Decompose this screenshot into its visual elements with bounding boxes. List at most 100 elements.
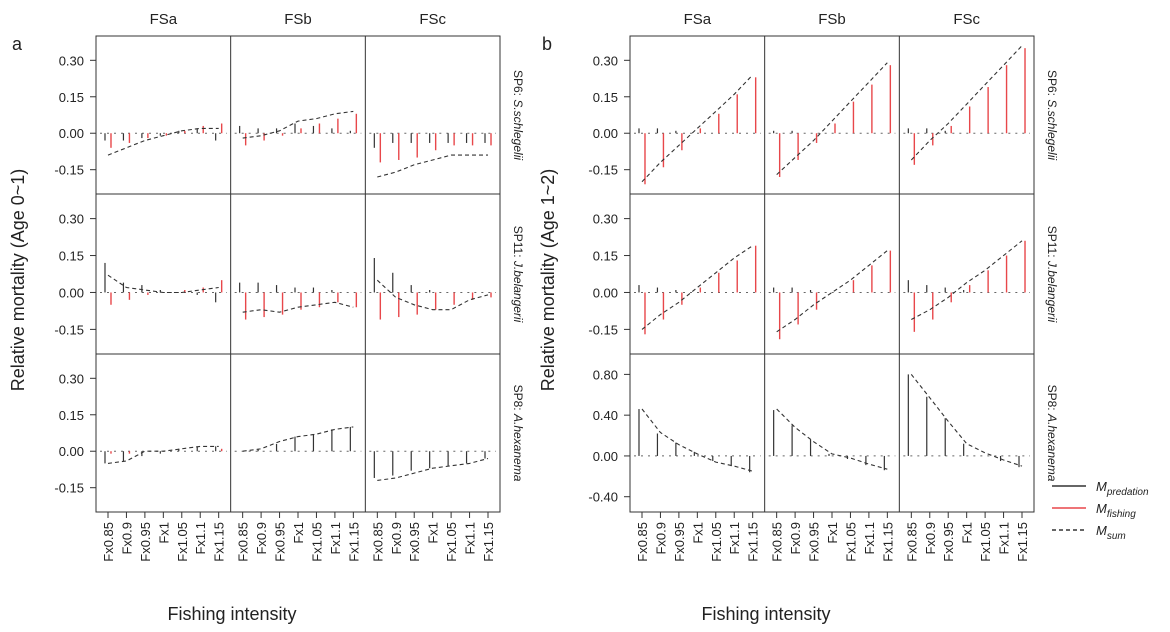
x-tick-label: Fx1: [291, 522, 306, 544]
x-tick-label: Fx0.9: [788, 522, 803, 555]
y-tick-label: 0.15: [59, 249, 84, 264]
x-tick-label: Fx0.85: [236, 522, 251, 562]
legend-symbol: M: [1096, 479, 1107, 494]
line-m-sum: [377, 154, 488, 178]
y-tick-label: -0.15: [54, 481, 84, 496]
x-tick-label: Fx1.05: [175, 522, 190, 562]
y-tick-label: 0.15: [59, 408, 84, 423]
y-tick-label: 0.15: [59, 90, 84, 105]
x-tick-label: Fx1.05: [709, 522, 724, 562]
y-tick-label: 0.00: [593, 126, 618, 141]
row-label-species: J.belangerii: [1045, 260, 1059, 323]
column-header-fsc: FSc: [953, 11, 980, 28]
line-m-sum: [776, 250, 888, 333]
row-label-code: SP11:: [1045, 226, 1059, 261]
x-tick-label: Fx1.15: [481, 522, 496, 562]
panel-letter-a: a: [12, 34, 23, 54]
x-tick-label: Fx1.05: [444, 522, 459, 562]
x-tick-label: Fx1.15: [346, 522, 361, 562]
x-tick-label: Fx1: [960, 522, 975, 544]
line-m-sum: [910, 45, 1023, 161]
x-tick-label: Fx1.1: [862, 522, 877, 555]
line-m-sum: [776, 62, 888, 176]
x-tick-label: Fx1.15: [880, 522, 895, 562]
x-tick-label: Fx0.95: [672, 522, 687, 562]
x-tick-label: Fx0.95: [807, 522, 822, 562]
x-tick-label: Fx1.1: [328, 522, 343, 555]
grid-frame: [629, 35, 1035, 513]
row-label-a-hexanema: SP8: A.hexanema: [511, 385, 525, 482]
column-header-fsb: FSb: [284, 11, 312, 28]
x-tick-label: Fx0.9: [923, 522, 938, 555]
column-header-fsb: FSb: [818, 11, 846, 28]
legend-label-fishing: Mfishing: [1096, 501, 1136, 520]
x-tick-label: Fx1: [426, 522, 441, 544]
line-m-sum: [242, 426, 354, 452]
line-m-sum: [776, 408, 888, 470]
row-label-a-hexanema: SP8: A.hexanema: [1045, 385, 1059, 482]
x-tick-label: Fx0.9: [653, 522, 668, 555]
line-m-sum: [641, 245, 754, 330]
column-header-fsa: FSa: [684, 11, 712, 28]
x-tick-label: Fx0.95: [138, 522, 153, 562]
y-tick-label: 0.00: [59, 285, 84, 300]
y-tick-label: -0.15: [54, 163, 84, 178]
column-header-fsa: FSa: [150, 11, 178, 28]
panel-b-xlabel: Fishing intensity: [701, 604, 830, 624]
legend-subscript: fishing: [1107, 509, 1136, 520]
row-label-species: S.schlegelii: [1045, 99, 1059, 160]
row-label-j-belangerii: SP11: J.belangerii: [511, 226, 525, 323]
row-label-code: SP6:: [1045, 70, 1059, 99]
y-tick-label: 0.00: [593, 449, 618, 464]
x-tick-label: Fx1: [690, 522, 705, 544]
x-tick-label: Fx1.15: [746, 522, 761, 562]
y-tick-label: 0.15: [593, 249, 618, 264]
legend-symbol: M: [1096, 523, 1107, 538]
legend-label-sum: Msum: [1096, 523, 1126, 542]
panel-a: a Relative mortality (Age 0~1) Fishing i…: [8, 11, 525, 624]
x-tick-label: Fx1.15: [1015, 522, 1030, 562]
line-m-sum: [641, 408, 753, 472]
x-tick-label: Fx0.85: [370, 522, 385, 562]
line-m-sum: [242, 110, 354, 139]
column-header-fsc: FSc: [419, 11, 446, 28]
x-tick-label: Fx0.95: [407, 522, 422, 562]
x-tick-label: Fx0.85: [101, 522, 116, 562]
legend-label-predation: Mpredation: [1096, 479, 1149, 498]
y-tick-label: 0.00: [593, 285, 618, 300]
y-tick-label: 0.00: [59, 444, 84, 459]
y-tick-label: 0.80: [593, 367, 618, 382]
y-tick-label: 0.40: [593, 408, 618, 423]
line-m-sum: [911, 240, 1023, 320]
x-tick-label: Fx1.05: [978, 522, 993, 562]
x-tick-label: Fx1.1: [463, 522, 478, 555]
x-tick-label: Fx1.05: [843, 522, 858, 562]
x-tick-label: Fx1.05: [309, 522, 324, 562]
legend-subscript: sum: [1107, 531, 1126, 542]
line-m-sum: [107, 274, 219, 294]
y-tick-label: 0.15: [593, 90, 618, 105]
row-label-species: J.belangerii: [511, 260, 525, 323]
x-tick-label: Fx1: [825, 522, 840, 544]
x-tick-label: Fx0.85: [904, 522, 919, 562]
x-tick-label: Fx0.9: [254, 522, 269, 555]
row-label-j-belangerii: SP11: J.belangerii: [1045, 226, 1059, 323]
grid-frame: [95, 35, 501, 513]
y-tick-label: -0.15: [588, 322, 618, 337]
y-tick-label: -0.40: [588, 490, 618, 505]
y-tick-label: 0.30: [593, 212, 618, 227]
line-m-sum: [107, 127, 219, 156]
y-tick-label: 0.00: [59, 126, 84, 141]
panel-b: b Relative mortality (Age 1~2) Fishing i…: [538, 11, 1059, 624]
legend-symbol: M: [1096, 501, 1107, 516]
line-m-sum: [242, 301, 354, 313]
row-label-species: A.hexanema: [1045, 413, 1059, 482]
row-label-s-schlegelii: SP6: S.schlegelii: [511, 70, 525, 160]
line-m-sum: [641, 74, 754, 183]
row-label-s-schlegelii: SP6: S.schlegelii: [1045, 70, 1059, 160]
y-tick-label: 0.30: [59, 53, 84, 68]
panel-b-ylabel: Relative mortality (Age 1~2): [538, 169, 558, 392]
x-tick-label: Fx1.1: [997, 522, 1012, 555]
x-tick-label: Fx1.1: [193, 522, 208, 555]
